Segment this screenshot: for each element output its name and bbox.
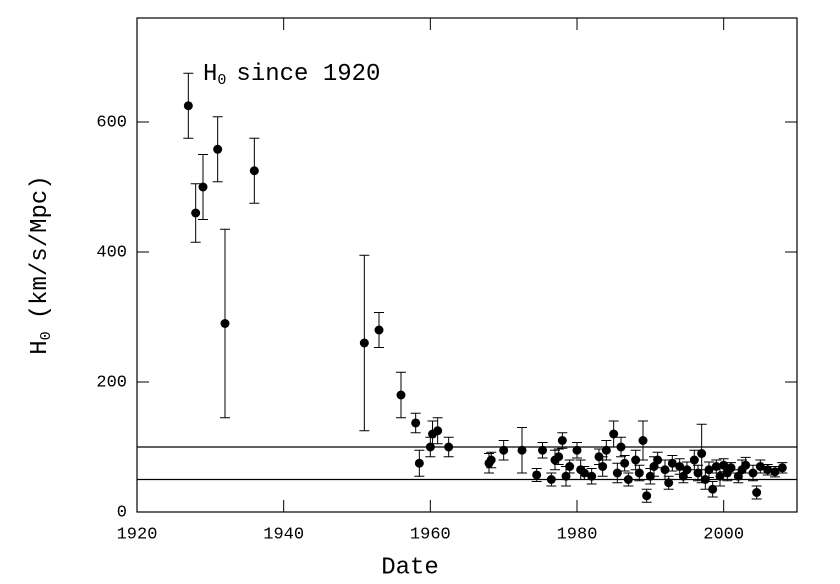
data-point [752, 488, 762, 497]
x-axis-label: Date [381, 554, 439, 581]
data-point [700, 475, 710, 484]
data-point [755, 462, 765, 471]
data-point [693, 468, 703, 478]
data-point [191, 208, 201, 218]
data-point [249, 166, 259, 176]
annotation-symbol: H [203, 61, 217, 88]
data-point [620, 458, 630, 468]
data-point [565, 462, 575, 471]
data-point [631, 455, 641, 465]
data-point [572, 445, 582, 455]
plot-frame [136, 17, 798, 513]
data-point [359, 338, 369, 348]
y-tick-label: 400 [96, 243, 127, 262]
data-point [682, 465, 692, 475]
data-point [213, 144, 223, 154]
annotation: H0 since 1920 [203, 61, 380, 89]
y-tick-label: 0 [117, 503, 127, 522]
data-point [763, 465, 773, 475]
data-point [642, 491, 652, 501]
data-point [587, 471, 597, 481]
data-point [777, 463, 787, 473]
data-point [612, 468, 622, 478]
data-point [653, 455, 663, 465]
data-point [667, 458, 677, 468]
data-point [538, 445, 548, 455]
data-point [532, 470, 542, 480]
y-tick-label: 200 [96, 373, 127, 392]
data-point [499, 445, 509, 455]
y-label-subscript: 0 [38, 331, 55, 340]
x-tick-label: 1940 [263, 525, 304, 544]
y-tick-label: 600 [96, 113, 127, 132]
data-point [704, 465, 714, 475]
data-point [411, 418, 421, 428]
data-point [517, 445, 527, 455]
data-point [715, 471, 725, 481]
y-label-text: (km/s/Mpc) [27, 175, 54, 319]
data-point [634, 468, 644, 478]
x-tick-label: 2000 [703, 525, 744, 544]
data-point [546, 475, 556, 484]
data-point [697, 449, 707, 458]
annotation-subscript: 0 [217, 72, 226, 89]
data-point [198, 182, 208, 192]
data-point [664, 478, 674, 488]
data-point [609, 429, 619, 439]
y-label-symbol: H [27, 340, 54, 354]
data-point [623, 475, 633, 484]
annotation-text: since 1920 [236, 61, 380, 88]
data-point [579, 468, 589, 478]
data-point [414, 458, 424, 468]
data-point [561, 471, 571, 481]
data-point [444, 442, 454, 452]
data-point [396, 390, 406, 400]
data-point [748, 468, 758, 478]
data-point [598, 462, 608, 471]
data-point [726, 463, 736, 473]
data-point [601, 445, 611, 455]
x-tick-label: 1920 [117, 525, 158, 544]
data-point [638, 436, 648, 445]
data-point [741, 460, 751, 470]
y-axis-label: H0 (km/s/Mpc) [27, 175, 55, 354]
data-point [770, 467, 780, 477]
data-point [675, 462, 685, 471]
data-point [660, 465, 670, 475]
data-point [554, 452, 564, 462]
data-point [689, 455, 699, 465]
x-tick-label: 1980 [557, 525, 598, 544]
data-point [616, 442, 626, 452]
data-point [557, 436, 567, 445]
data-point [183, 101, 193, 111]
data-point [486, 455, 496, 465]
x-tick-label: 1960 [410, 525, 451, 544]
data-point [708, 484, 718, 494]
data-point [220, 319, 230, 328]
data-point [433, 426, 443, 436]
data-point [374, 325, 384, 335]
